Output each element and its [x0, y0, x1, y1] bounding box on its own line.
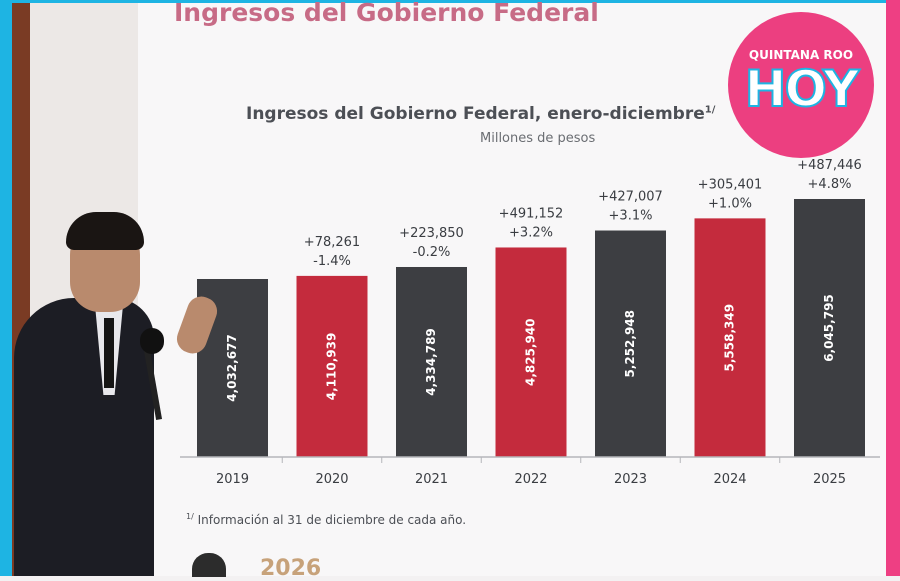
- bar-value-label: 5,252,948: [623, 310, 637, 378]
- change-abs-label: +78,261: [304, 235, 360, 250]
- labels-layer: 4,032,677 2019 4,110,939 2020 +78,261 -1.4% 4,…: [216, 158, 862, 487]
- slide-heading: Ingresos del Gobierno Federal: [174, 0, 599, 27]
- change-abs-label: +305,401: [698, 177, 763, 192]
- change-pct-label: -0.2%: [413, 245, 451, 260]
- category-label: 2019: [216, 472, 249, 487]
- change-pct-label: +4.8%: [808, 177, 852, 192]
- chart-title: Ingresos del Gobierno Federal, enero-dic…: [246, 104, 715, 124]
- footnote-text: Información al 31 de diciembre de cada a…: [197, 513, 467, 527]
- plan-icon: [192, 553, 226, 577]
- chart-title-note: 1/: [704, 104, 716, 116]
- footnote-mark: 1/: [186, 512, 194, 521]
- change-abs-label: +487,446: [797, 158, 862, 173]
- chart-title-text: Ingresos del Gobierno Federal, enero-dic…: [246, 104, 705, 124]
- bar-2020: [296, 275, 368, 457]
- change-pct-label: +3.1%: [609, 209, 653, 224]
- logo-main-text: HOY: [744, 59, 861, 119]
- logo-top-text: QUINTANA ROO: [748, 48, 854, 62]
- speaker-tie: [104, 318, 114, 388]
- news-logo: [728, 12, 874, 158]
- chart-subtitle: Millones de pesos: [480, 131, 596, 146]
- microphone-icon: [140, 328, 164, 354]
- category-label: 2024: [713, 472, 746, 487]
- change-abs-label: +427,007: [598, 190, 663, 205]
- frame-left-border: [0, 0, 12, 576]
- bar-2023: [595, 230, 666, 457]
- change-pct-label: -1.4%: [313, 254, 351, 269]
- bar-value-label: 4,110,939: [325, 333, 339, 401]
- bar-value-label: 4,334,789: [424, 328, 438, 396]
- speaker-hair: [66, 212, 144, 250]
- bars-layer: [197, 199, 865, 457]
- bar-value-label: 6,045,795: [822, 294, 836, 362]
- change-abs-label: +491,152: [499, 206, 564, 221]
- bar-2025: [794, 199, 865, 457]
- category-label: 2025: [813, 472, 846, 487]
- bar-2022: [495, 247, 567, 457]
- bar-value-label: 4,825,940: [524, 318, 538, 386]
- category-label: 2023: [614, 472, 647, 487]
- change-pct-label: +1.0%: [708, 196, 752, 211]
- frame-top-border: [0, 0, 900, 3]
- category-label: 2021: [415, 472, 448, 487]
- category-label: 2020: [315, 472, 348, 487]
- bar-value-label: 5,558,349: [723, 304, 737, 372]
- frame-right-border: [886, 0, 900, 576]
- change-abs-label: +223,850: [399, 226, 464, 241]
- bar-2024: [694, 218, 766, 457]
- footnote: 1/ Información al 31 de diciembre de cad…: [186, 512, 466, 527]
- speaker-body: [14, 298, 154, 576]
- category-label: 2022: [514, 472, 547, 487]
- change-pct-label: +3.2%: [509, 225, 553, 240]
- plan-year-label: 2026: [260, 556, 322, 581]
- bar-value-label: 4,032,677: [225, 334, 239, 402]
- bar-2021: [396, 266, 467, 457]
